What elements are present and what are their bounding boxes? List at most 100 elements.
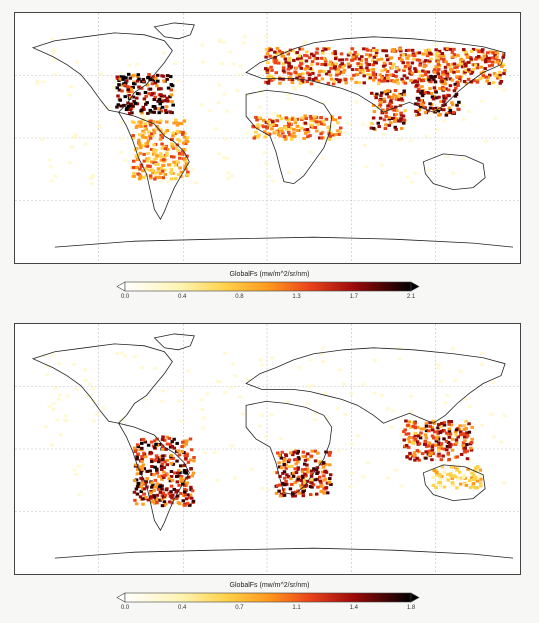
fluorescence-pixel xyxy=(499,61,503,65)
fluorescence-pixel xyxy=(303,114,307,118)
fluorescence-pixel xyxy=(323,63,327,67)
fluorescence-pixel xyxy=(445,72,450,76)
fluorescence-pixel xyxy=(276,61,281,65)
fluorescence-pixel xyxy=(401,80,406,84)
fluorescence-pixel xyxy=(277,49,282,53)
fluorescence-pixel xyxy=(319,489,323,493)
fluorescence-pixel xyxy=(127,89,132,93)
fluorescence-pixel xyxy=(419,431,423,435)
fluorescence-pixel xyxy=(182,444,186,448)
fluorescence-pixel xyxy=(373,76,377,80)
fluorescence-pixel xyxy=(488,50,493,54)
fluorescence-pixel xyxy=(442,429,446,433)
fluorescence-pixel xyxy=(479,65,484,69)
fluorescence-pixel xyxy=(459,433,463,437)
fluorescence-pixel xyxy=(154,76,158,80)
fluorescence-pixel xyxy=(120,89,124,93)
fluorescence-pixel xyxy=(404,419,408,423)
fluorescence-pixel xyxy=(326,125,331,129)
fluorescence-pixel xyxy=(265,132,269,136)
fluorescence-pixel xyxy=(352,53,356,57)
fluorescence-pixel xyxy=(130,111,134,115)
fluorescence-pixel xyxy=(284,454,288,458)
fluorescence-pixel xyxy=(432,107,436,111)
fluorescence-pixel xyxy=(470,476,474,480)
fluorescence-pixel xyxy=(413,79,418,83)
fluorescence-pixel xyxy=(128,76,133,80)
fluorescence-pixel xyxy=(456,435,460,439)
fluorescence-pixel xyxy=(149,123,153,127)
fluorescence-pixel xyxy=(441,54,446,58)
fluorescence-pixel xyxy=(144,167,148,171)
fluorescence-pixel xyxy=(277,461,281,465)
fluorescence-pixel xyxy=(350,68,355,72)
fluorescence-pixel xyxy=(311,483,316,487)
fluorescence-pixel xyxy=(467,70,472,74)
fluorescence-pixel xyxy=(273,55,277,59)
fluorescence-pixel xyxy=(164,105,169,109)
fluorescence-pixel xyxy=(160,477,164,481)
fluorescence-pixel xyxy=(431,97,436,101)
fluorescence-pixel xyxy=(284,479,288,483)
fluorescence-pixel xyxy=(438,57,443,61)
fluorescence-pixel xyxy=(461,475,466,479)
fluorescence-pixel xyxy=(420,85,424,89)
fluorescence-pixel xyxy=(426,444,431,448)
fluorescence-pixel xyxy=(403,64,408,68)
fluorescence-pixel xyxy=(181,440,185,444)
fluorescence-pixel xyxy=(165,458,169,462)
fluorescence-pixel xyxy=(151,152,156,156)
fluorescence-pixel xyxy=(169,470,174,474)
fluorescence-pixel xyxy=(449,69,454,73)
fluorescence-pixel xyxy=(320,62,324,66)
fluorescence-pixel xyxy=(304,117,308,121)
fluorescence-pixel xyxy=(170,445,175,449)
fluorescence-pixel xyxy=(256,123,260,127)
fluorescence-pixel xyxy=(327,137,332,141)
fluorescence-pixel xyxy=(167,163,171,167)
fluorescence-pixel xyxy=(392,119,397,123)
fluorescence-pixel xyxy=(310,63,314,67)
fluorescence-pixel xyxy=(448,64,453,68)
fluorescence-pixel xyxy=(405,56,409,60)
fluorescence-pixel xyxy=(158,102,162,106)
fluorescence-pixel xyxy=(160,467,164,471)
fluorescence-pixel xyxy=(181,152,185,156)
fluorescence-pixel xyxy=(130,120,135,124)
fluorescence-pixel xyxy=(353,50,357,54)
fluorescence-pixel xyxy=(441,81,445,85)
fluorescence-pixel xyxy=(328,473,333,477)
fluorescence-pixel xyxy=(446,62,450,66)
fluorescence-pixel xyxy=(123,83,127,87)
fluorescence-pixel xyxy=(423,439,427,443)
fluorescence-pixel xyxy=(125,106,129,110)
fluorescence-pixel xyxy=(150,472,154,476)
fluorescence-pixel xyxy=(141,437,145,441)
fluorescence-pixel xyxy=(334,57,338,61)
fluorescence-pixel xyxy=(176,121,181,125)
fluorescence-pixel xyxy=(453,475,458,479)
fluorescence-pixel xyxy=(317,70,322,74)
fluorescence-pixel xyxy=(145,469,150,473)
fluorescence-pixel xyxy=(139,485,143,489)
fluorescence-pixel xyxy=(327,453,332,457)
fluorescence-pixel xyxy=(283,483,287,487)
fluorescence-pixel xyxy=(433,80,438,84)
fluorescence-pixel xyxy=(426,109,430,113)
fluorescence-pixel xyxy=(291,494,295,498)
fluorescence-pixel xyxy=(288,76,293,80)
fluorescence-pixel xyxy=(406,63,411,67)
fluorescence-pixel xyxy=(407,54,411,58)
fluorescence-pixel xyxy=(319,136,324,140)
fluorescence-pixel xyxy=(433,74,437,78)
fluorescence-pixel xyxy=(183,440,187,444)
fluorescence-pixel xyxy=(483,67,487,70)
fluorescence-pixel xyxy=(322,47,326,51)
fluorescence-pixel xyxy=(163,438,167,442)
fluorescence-pixel xyxy=(321,119,326,123)
fluorescence-pixel xyxy=(295,57,300,61)
fluorescence-pixel xyxy=(470,437,474,441)
fluorescence-pixel xyxy=(155,120,159,124)
fluorescence-pixel xyxy=(446,441,451,444)
fluorescence-pixel xyxy=(288,487,293,491)
